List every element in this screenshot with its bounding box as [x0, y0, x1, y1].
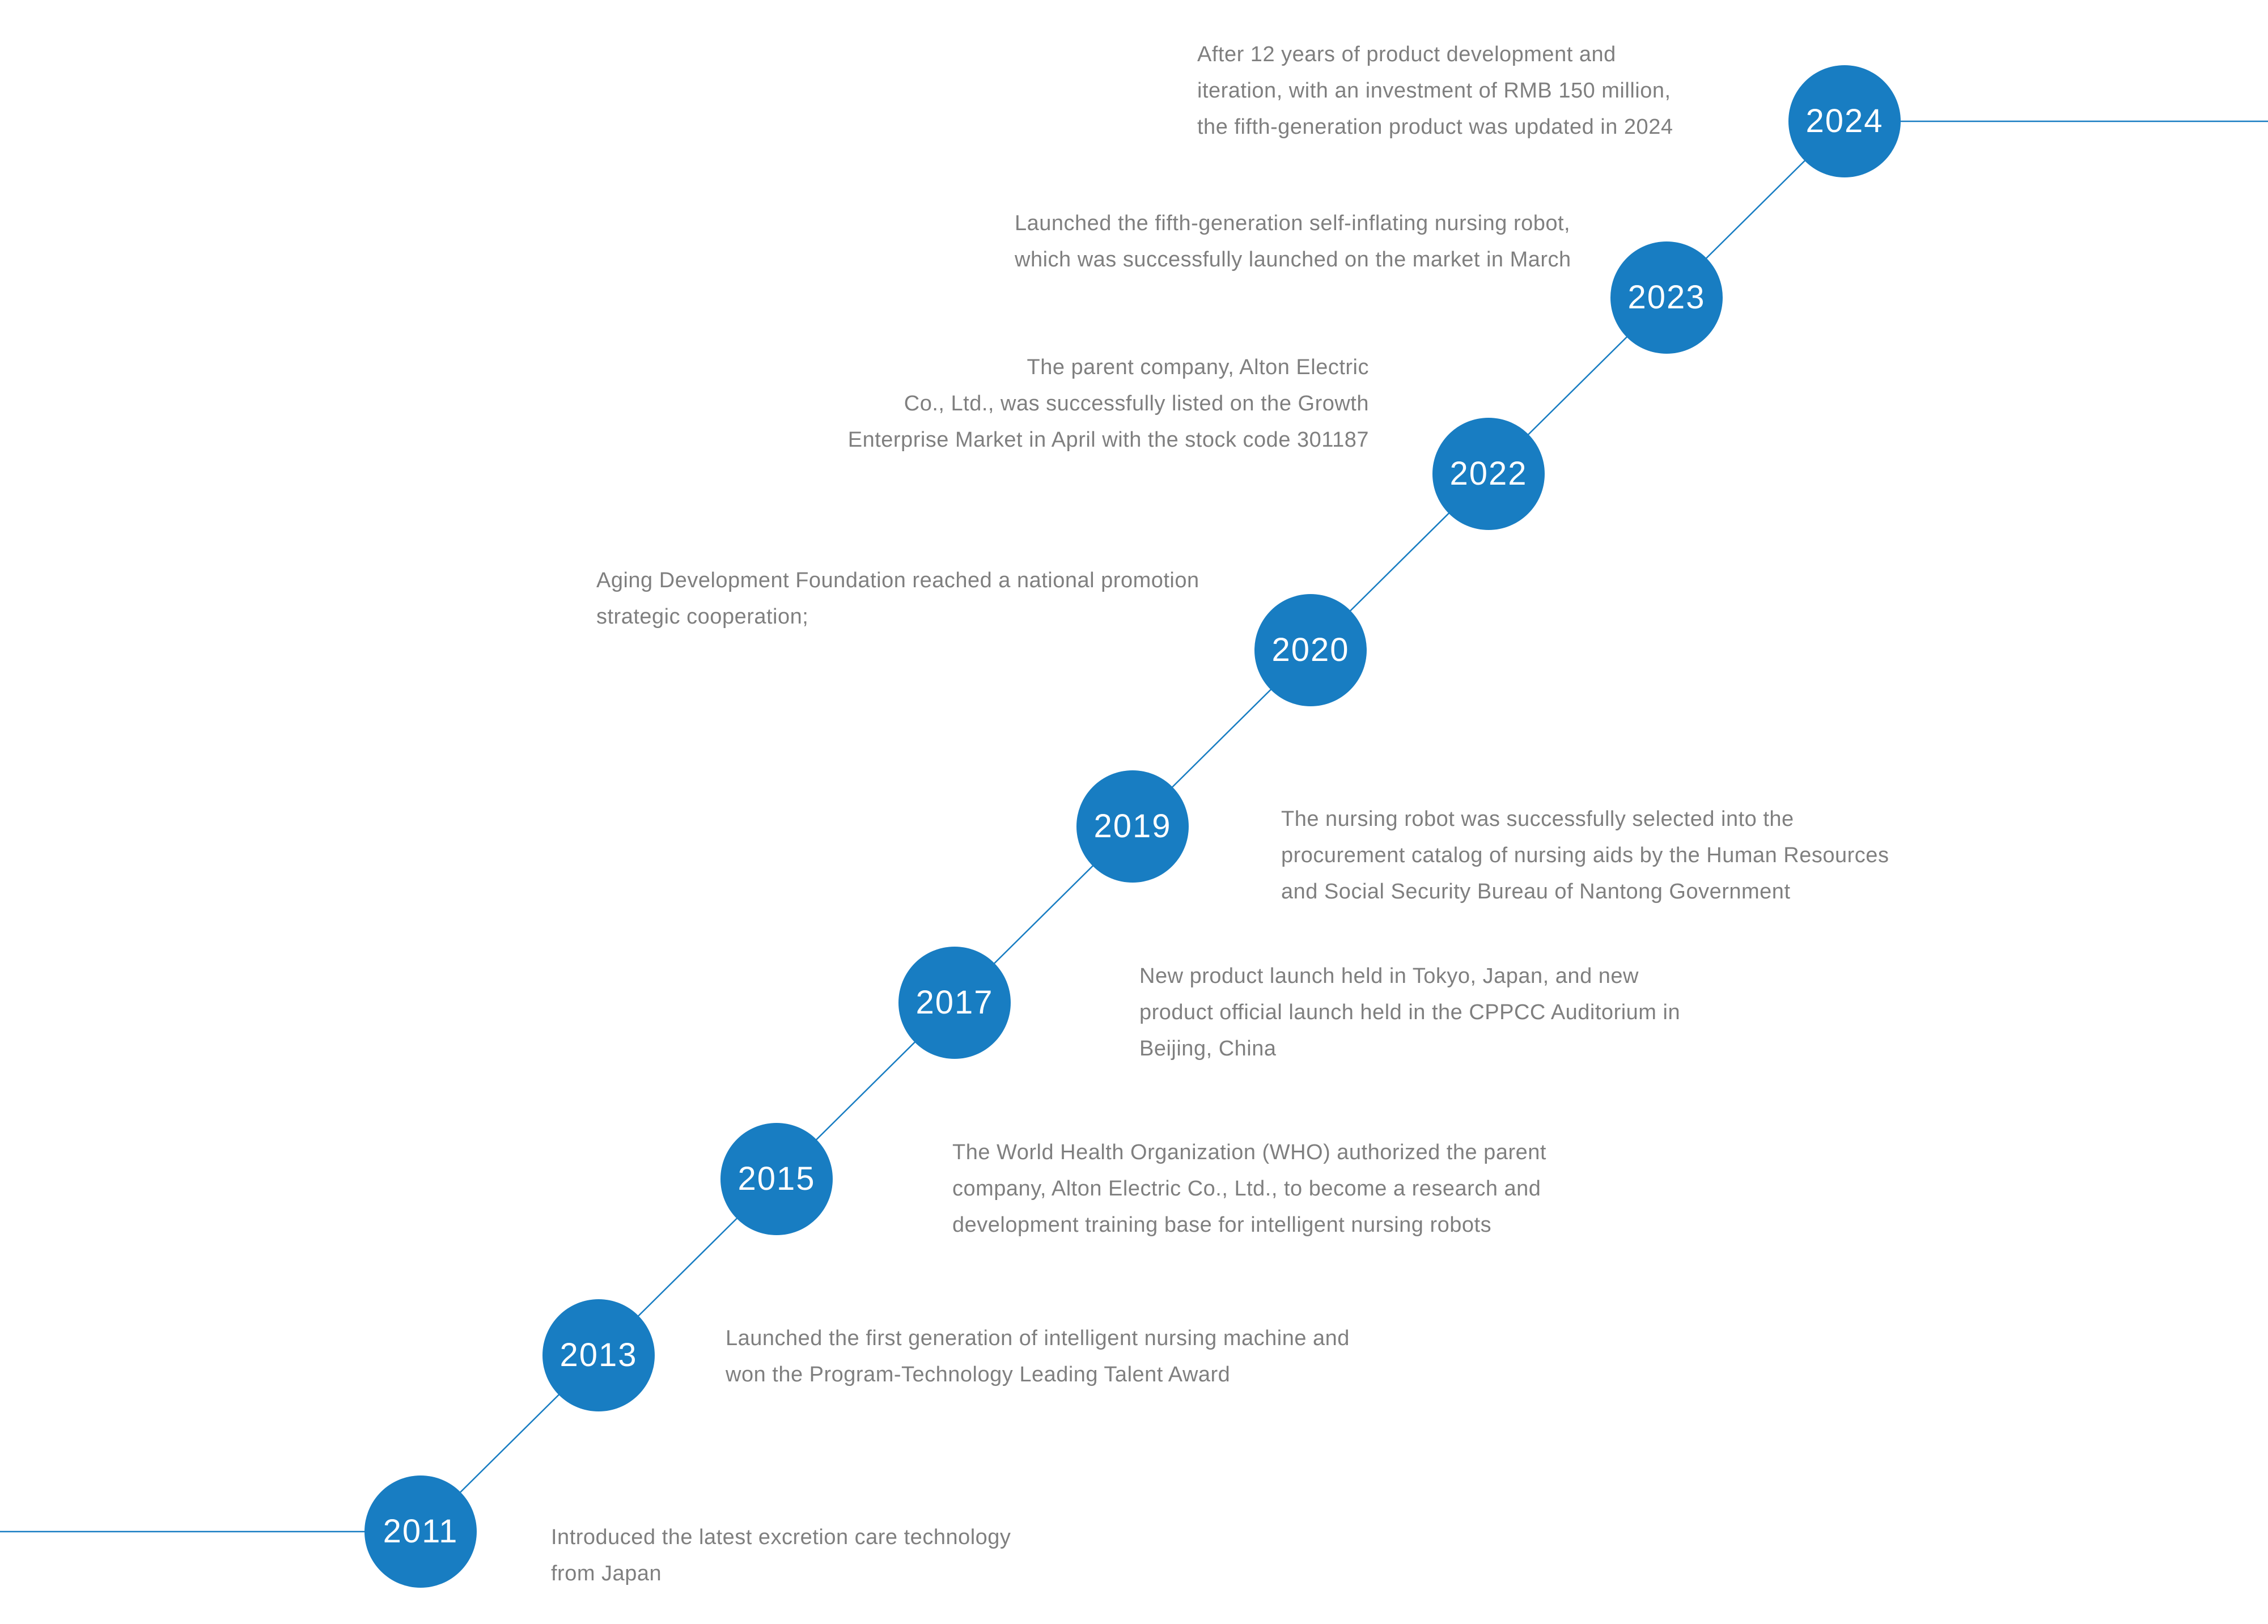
- milestone-2020-circle: 2020: [1254, 594, 1367, 706]
- milestone-2011-circle: 2011: [364, 1475, 477, 1588]
- milestone-2013-year: 2013: [559, 1337, 638, 1373]
- milestone-2017-description: New product launch held in Tokyo, Japan,…: [1139, 964, 1681, 1061]
- milestone-2011-description: Introduced the latest excretion care tec…: [551, 1525, 1011, 1585]
- milestone-2013-circle: 2013: [542, 1299, 655, 1411]
- milestone-2023-year: 2023: [1627, 279, 1706, 316]
- milestone-2022-description: The parent company, Alton Electric Co., …: [847, 355, 1369, 452]
- milestone-2011-year: 2011: [383, 1513, 459, 1550]
- milestone-2019-description: The nursing robot was successfully selec…: [1281, 807, 1889, 904]
- milestone-2023-description: Launched the fifth-generation self-infla…: [1015, 211, 1571, 272]
- milestone-2024-description: After 12 years of product development an…: [1197, 43, 1673, 139]
- milestone-2020-year: 2020: [1271, 631, 1350, 668]
- milestone-2024-year: 2024: [1805, 103, 1884, 139]
- milestone-2024-circle: 2024: [1788, 65, 1901, 177]
- milestone-2015-year: 2015: [737, 1160, 816, 1197]
- milestone-2015-description: The World Health Organization (WHO) auth…: [952, 1140, 1546, 1237]
- milestone-2020-description: Aging Development Foundation reached a n…: [596, 569, 1199, 629]
- milestone-2013-description: Launched the first generation of intelli…: [726, 1326, 1350, 1386]
- milestone-2015-circle: 2015: [720, 1123, 833, 1235]
- milestone-2023-circle: 2023: [1610, 241, 1723, 354]
- milestone-2017-year: 2017: [915, 984, 994, 1021]
- milestone-2017-circle: 2017: [898, 947, 1011, 1059]
- milestone-2022-circle: 2022: [1432, 418, 1545, 530]
- milestone-2019-year: 2019: [1093, 808, 1172, 845]
- milestone-2022-year: 2022: [1449, 455, 1528, 492]
- milestone-2019-circle: 2019: [1076, 770, 1189, 883]
